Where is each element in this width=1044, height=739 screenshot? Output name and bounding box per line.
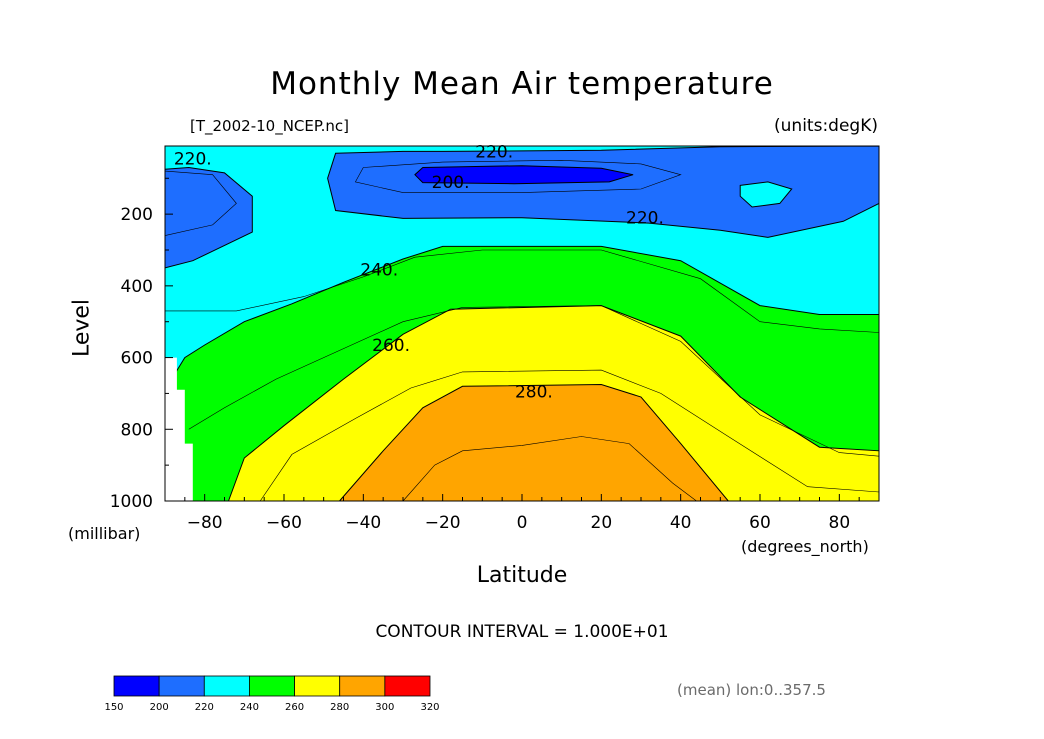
colorbar-tick-label: 280 — [330, 702, 349, 713]
colorbar: 150 200 220 240 260 280 300 320 — [104, 675, 440, 713]
colorbar-segment — [294, 675, 341, 697]
contour-line — [402, 436, 697, 502]
x-axis-unit: (degrees_north) — [741, 537, 869, 556]
contour-region-280 — [338, 383, 730, 502]
x-tick-label: −20 — [425, 513, 461, 533]
colorbar-segment — [384, 675, 431, 697]
colorbar-tick-label: 320 — [420, 702, 439, 713]
contour-line — [164, 170, 237, 236]
x-tick-label: 60 — [749, 513, 771, 533]
x-axis-label: Latitude — [476, 563, 568, 588]
y-axis-unit: (millibar) — [68, 524, 141, 543]
colorbar-tick-label: 240 — [240, 702, 259, 713]
missing-data-region — [165, 357, 193, 501]
y-tick-label: 400 — [121, 277, 153, 297]
contour-label: 280. — [515, 383, 553, 403]
contour-region-150 — [414, 165, 634, 185]
contour-label-layer: 220. 220.200.220.240.260.280. — [174, 142, 664, 402]
contour-fill-layer — [164, 145, 880, 502]
contour-line-layer — [164, 159, 880, 502]
x-tick-label: −60 — [266, 513, 302, 533]
colorbar-tick-label: 300 — [375, 702, 394, 713]
y-tick-label: 200 — [121, 205, 153, 225]
contour-line — [354, 159, 682, 193]
x-tick-label: 40 — [670, 513, 692, 533]
mean-footnote: (mean) lon:0..357.5 — [677, 681, 826, 699]
chart-title: Monthly Mean Air temperature — [270, 66, 774, 102]
contour-label: 220. — [174, 150, 212, 170]
dataset-label: [T_2002-10_NCEP.nc] — [190, 117, 349, 135]
contour-label: 240. — [360, 261, 398, 281]
y-tick-label: 1000 — [110, 492, 153, 512]
colorbar-segment — [158, 675, 205, 697]
units-label: (units:degK) — [774, 116, 878, 136]
x-tick-label: 0 — [517, 513, 528, 533]
contour-label: 220. — [475, 142, 513, 162]
contour-line — [165, 249, 880, 333]
contour-region-220 — [739, 181, 793, 208]
y-tick-label: 800 — [121, 420, 153, 440]
colorbar-tick-label: 200 — [150, 702, 169, 713]
colorbar-segment — [203, 675, 250, 697]
contour-label: 220. — [626, 209, 664, 229]
contour-region-200 — [164, 166, 253, 269]
x-tick-label: −40 — [345, 513, 381, 533]
colorbar-segment — [249, 675, 295, 697]
contour-line — [188, 305, 880, 457]
colorbar-segment — [113, 675, 160, 697]
colorbar-tick-label: 260 — [285, 702, 304, 713]
colorbar-segment — [339, 675, 386, 697]
contour-label: 200. — [432, 173, 470, 193]
colorbar-tick-label: 220 — [195, 702, 214, 713]
contour-line — [259, 369, 880, 502]
contour-label: 260. — [372, 336, 410, 356]
x-tick-label: 80 — [829, 513, 851, 533]
plot-axes: −80 −60 −40 −20 0 20 40 60 80 200 400 600 800 1000 — [110, 145, 880, 533]
y-tick-label: 600 — [121, 349, 153, 369]
contour-interval-text: CONTOUR INTERVAL = 1.000E+01 — [375, 622, 669, 642]
x-tick-label: 20 — [591, 513, 613, 533]
x-tick-label: −80 — [187, 513, 223, 533]
colorbar-tick-label: 150 — [104, 702, 123, 713]
